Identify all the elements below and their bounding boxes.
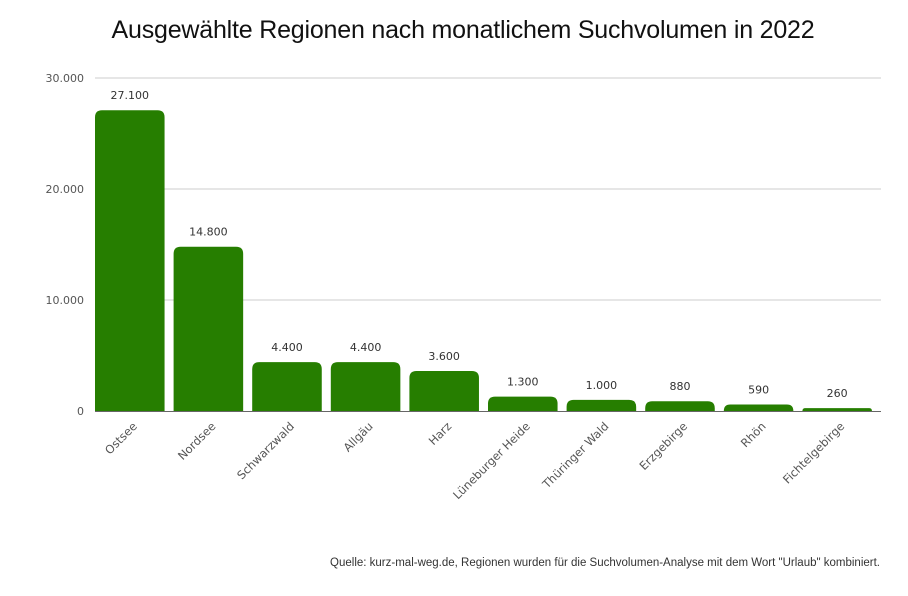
bar-erzgebirge xyxy=(645,401,715,411)
x-tick-label: Lüneburger Heide xyxy=(450,419,533,502)
x-tick-label: Ostsee xyxy=(102,419,140,457)
x-tick-label: Allgäu xyxy=(340,419,375,454)
bar-ostsee xyxy=(95,110,165,411)
source-note: Quelle: kurz-mal-weg.de, Regionen wurden… xyxy=(330,557,880,569)
x-tick-label: Fichtelgebirge xyxy=(780,419,847,486)
x-axis-labels: Ostsee Nordsee Schwarzwald Allgäu HarzLünebu… xyxy=(102,419,847,502)
data-labels: 27.100 14.800 4.400 4.400 3.600 1.300 1.000 880… xyxy=(111,89,848,400)
bar-harz xyxy=(409,371,479,411)
y-axis-ticks: 0 10.000 20.000 30.000 xyxy=(46,72,85,418)
bar-fichtelgebirge xyxy=(802,408,872,411)
y-tick-label: 30.000 xyxy=(46,72,85,85)
data-label: 260 xyxy=(827,387,848,400)
bar-lüneburger-heide xyxy=(488,396,558,411)
data-label: 4.400 xyxy=(350,341,382,354)
bar-thüringer-wald xyxy=(566,399,637,411)
y-tick-label: 0 xyxy=(77,405,84,418)
x-tick-label: Schwarzwald xyxy=(234,419,297,482)
bar-allgäu xyxy=(330,362,401,411)
bar-schwarzwald xyxy=(252,362,322,411)
data-label: 14.800 xyxy=(189,226,228,239)
data-label: 27.100 xyxy=(111,89,150,102)
chart-title: Ausgewählte Regionen nach monatlichem Su… xyxy=(111,16,815,44)
data-label: 880 xyxy=(669,380,690,393)
data-label: 1.000 xyxy=(586,379,618,392)
x-tick-label: Erzgebirge xyxy=(636,419,690,473)
bar-nordsee xyxy=(173,246,244,411)
data-label: 4.400 xyxy=(271,341,303,354)
x-tick-label: Thüringer Wald xyxy=(539,419,612,492)
y-tick-label: 10.000 xyxy=(46,294,85,307)
data-label: 1.300 xyxy=(507,376,539,389)
data-label: 3.600 xyxy=(428,350,460,363)
x-tick-label: Harz xyxy=(426,419,455,448)
bar-rhön xyxy=(723,404,794,411)
x-tick-label: Nordsee xyxy=(175,419,219,463)
x-tick-label: Rhön xyxy=(738,419,769,450)
data-label: 590 xyxy=(748,383,769,396)
y-tick-label: 20.000 xyxy=(46,183,85,196)
bars xyxy=(95,110,872,411)
